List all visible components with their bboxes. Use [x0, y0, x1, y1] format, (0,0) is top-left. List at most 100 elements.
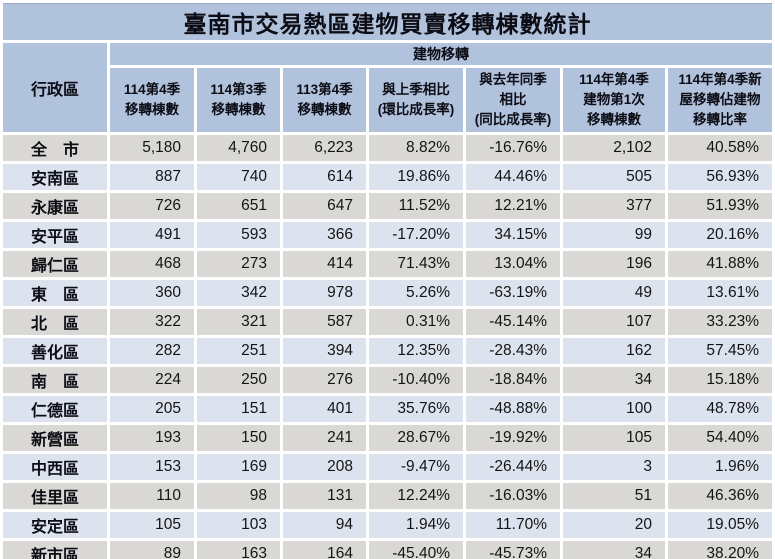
region-name-cell: 永康區 [3, 193, 107, 219]
column-header-4: 與上季相比 (環比成長率) [369, 68, 463, 132]
region-row: 仁德區 205 151 401 35.76% -48.88% 100 48.78% [3, 396, 772, 422]
value-cell-col1: 193 [110, 425, 194, 451]
region-name-cell: 安南區 [3, 164, 107, 190]
column-header-2: 114第3季 移轉棟數 [197, 68, 280, 132]
value-cell-col6: 20 [563, 512, 665, 538]
region-name-cell: 歸仁區 [3, 251, 107, 277]
value-cell-col2: 273 [197, 251, 280, 277]
value-cell-col4: 12.35% [369, 338, 463, 364]
value-cell-col3: 978 [283, 280, 366, 306]
value-cell-col1: 468 [110, 251, 194, 277]
value-cell-col6: 51 [563, 483, 665, 509]
table-body: 全 市 5,180 4,760 6,223 8.82% -16.76% 2,102 40.58… [3, 135, 772, 559]
value-cell-col6: 377 [563, 193, 665, 219]
value-cell-col4: 19.86% [369, 164, 463, 190]
region-name-cell: 善化區 [3, 338, 107, 364]
value-cell-col3: 131 [283, 483, 366, 509]
value-cell-col4: 35.76% [369, 396, 463, 422]
value-cell-col4: 8.82% [369, 135, 463, 161]
value-cell-col6: 3 [563, 454, 665, 480]
region-name-cell: 南 區 [3, 367, 107, 393]
page-title: 臺南市交易熱區建物買賣移轉棟數統計 [3, 3, 772, 40]
value-cell-col1: 5,180 [110, 135, 194, 161]
value-cell-col6: 162 [563, 338, 665, 364]
value-cell-col6: 34 [563, 541, 665, 559]
value-cell-col4: 0.31% [369, 309, 463, 335]
region-name-cell: 全 市 [3, 135, 107, 161]
value-cell-col3: 208 [283, 454, 366, 480]
value-cell-col7: 40.58% [668, 135, 772, 161]
value-cell-col2: 169 [197, 454, 280, 480]
value-cell-col7: 54.40% [668, 425, 772, 451]
value-cell-col4: 11.52% [369, 193, 463, 219]
column-header-3: 113第4季 移轉棟數 [283, 68, 366, 132]
region-name-cell: 安平區 [3, 222, 107, 248]
column-header-1: 114第4季 移轉棟數 [110, 68, 194, 132]
value-cell-col4: 1.94% [369, 512, 463, 538]
column-header-7: 114年第4季新 屋移轉佔建物 移轉比率 [668, 68, 772, 132]
value-cell-col5: 13.04% [466, 251, 560, 277]
region-name-cell: 佳里區 [3, 483, 107, 509]
value-cell-col3: 614 [283, 164, 366, 190]
value-cell-col1: 224 [110, 367, 194, 393]
value-cell-col7: 15.18% [668, 367, 772, 393]
value-cell-col5: -16.76% [466, 135, 560, 161]
value-cell-col1: 89 [110, 541, 194, 559]
value-cell-col2: 150 [197, 425, 280, 451]
region-row: 安南區 887 740 614 19.86% 44.46% 505 56.93% [3, 164, 772, 190]
value-cell-col7: 51.93% [668, 193, 772, 219]
value-cell-col7: 57.45% [668, 338, 772, 364]
value-cell-col2: 98 [197, 483, 280, 509]
value-cell-col4: 71.43% [369, 251, 463, 277]
value-cell-col7: 56.93% [668, 164, 772, 190]
value-cell-col3: 241 [283, 425, 366, 451]
value-cell-col2: 4,760 [197, 135, 280, 161]
value-cell-col7: 41.88% [668, 251, 772, 277]
value-cell-col2: 250 [197, 367, 280, 393]
value-cell-col2: 251 [197, 338, 280, 364]
value-cell-col5: 12.21% [466, 193, 560, 219]
value-cell-col6: 107 [563, 309, 665, 335]
value-cell-col7: 1.96% [668, 454, 772, 480]
value-cell-col7: 38.20% [668, 541, 772, 559]
value-cell-col6: 49 [563, 280, 665, 306]
value-cell-col4: -10.40% [369, 367, 463, 393]
value-cell-col7: 19.05% [668, 512, 772, 538]
column-header-row: 114第4季 移轉棟數 114第3季 移轉棟數 113第4季 移轉棟數 與上季相比 (… [3, 68, 772, 132]
value-cell-col4: 5.26% [369, 280, 463, 306]
title-row: 臺南市交易熱區建物買賣移轉棟數統計 [3, 3, 772, 40]
value-cell-col7: 48.78% [668, 396, 772, 422]
value-cell-col6: 505 [563, 164, 665, 190]
value-cell-col4: -45.40% [369, 541, 463, 559]
value-cell-col5: -45.14% [466, 309, 560, 335]
region-name-cell: 新市區 [3, 541, 107, 559]
value-cell-col5: -19.92% [466, 425, 560, 451]
value-cell-col6: 196 [563, 251, 665, 277]
value-cell-col4: -17.20% [369, 222, 463, 248]
value-cell-col5: -26.44% [466, 454, 560, 480]
region-row: 安平區 491 593 366 -17.20% 34.15% 99 20.16% [3, 222, 772, 248]
value-cell-col2: 651 [197, 193, 280, 219]
value-cell-col1: 282 [110, 338, 194, 364]
region-name-cell: 中西區 [3, 454, 107, 480]
value-cell-col2: 103 [197, 512, 280, 538]
value-cell-col3: 276 [283, 367, 366, 393]
region-row: 新營區 193 150 241 28.67% -19.92% 105 54.40% [3, 425, 772, 451]
value-cell-col3: 647 [283, 193, 366, 219]
value-cell-col6: 99 [563, 222, 665, 248]
region-name-cell: 仁德區 [3, 396, 107, 422]
region-name-cell: 東 區 [3, 280, 107, 306]
value-cell-col2: 151 [197, 396, 280, 422]
value-cell-col2: 740 [197, 164, 280, 190]
region-name-cell: 北 區 [3, 309, 107, 335]
value-cell-col5: -16.03% [466, 483, 560, 509]
value-cell-col1: 726 [110, 193, 194, 219]
group-header-row: 行政區 建物移轉 [3, 43, 772, 132]
region-name-cell: 安定區 [3, 512, 107, 538]
value-cell-col1: 887 [110, 164, 194, 190]
value-cell-col3: 6,223 [283, 135, 366, 161]
column-header-6: 114年第4季 建物第1次 移轉棟數 [563, 68, 665, 132]
value-cell-col5: -45.73% [466, 541, 560, 559]
value-cell-col3: 394 [283, 338, 366, 364]
column-header-5: 與去年同季 相比 (同比成長率) [466, 68, 560, 132]
